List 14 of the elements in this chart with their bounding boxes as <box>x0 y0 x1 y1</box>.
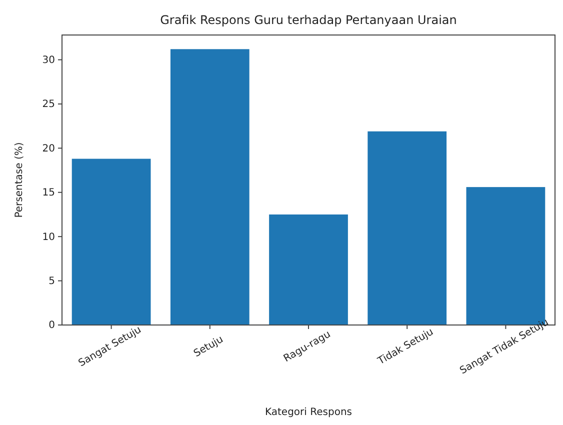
y-tick-label: 5 <box>48 276 55 287</box>
x-axis-title: Kategori Respons <box>265 407 352 418</box>
bar <box>269 214 348 325</box>
y-tick-label: 25 <box>42 99 55 110</box>
y-tick-label: 15 <box>42 188 55 199</box>
y-tick-label: 0 <box>48 320 55 332</box>
chart-title: Grafik Respons Guru terhadap Pertanyaan Uraian <box>160 13 457 27</box>
bar <box>72 158 151 325</box>
bar <box>368 131 447 325</box>
y-tick-label: 30 <box>42 54 55 66</box>
y-axis-title: Persentase (%) <box>14 142 25 218</box>
bar <box>170 49 250 325</box>
y-tick-label: 20 <box>42 143 55 154</box>
y-tick-label: 10 <box>42 232 55 243</box>
